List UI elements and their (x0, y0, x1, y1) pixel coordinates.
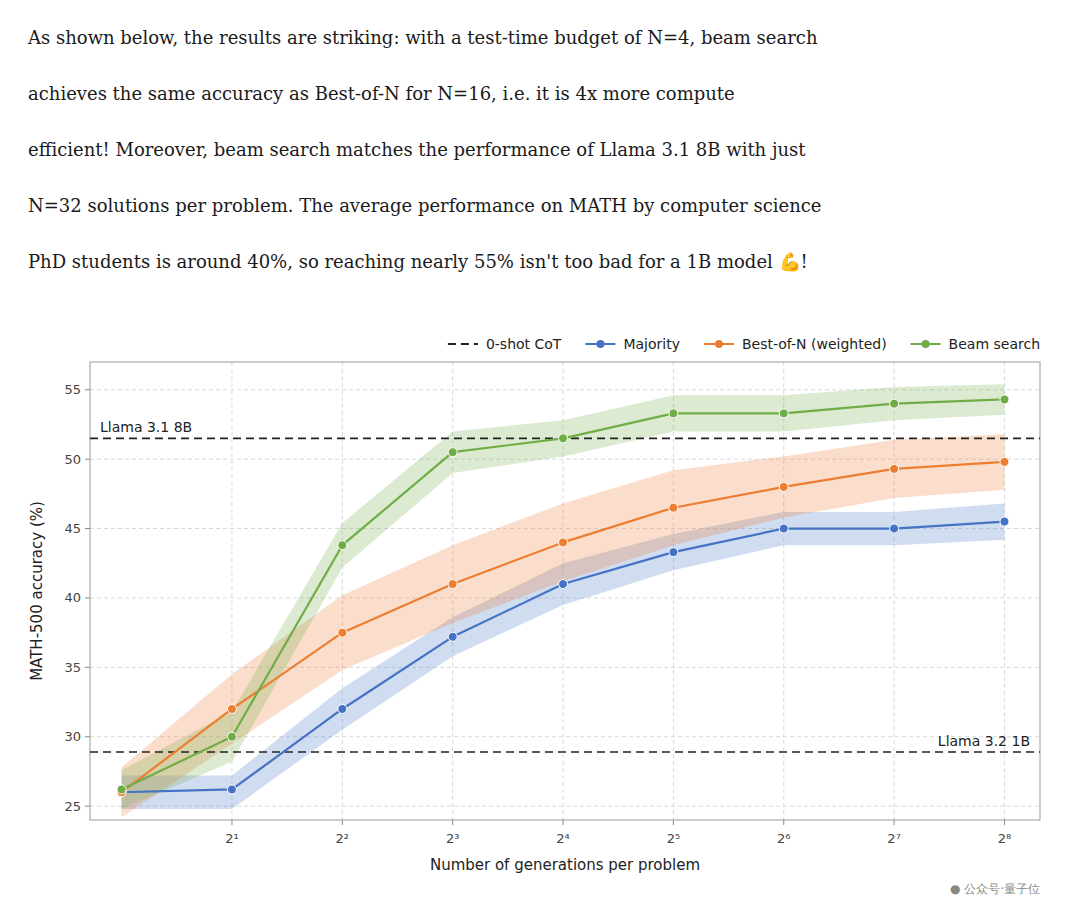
legend-label: Majority (623, 336, 680, 352)
x-tick (1004, 820, 1005, 825)
plot-frame (90, 362, 1040, 820)
point (338, 704, 347, 713)
y-axis-label: MATH-500 accuracy (%) (28, 501, 46, 681)
point (890, 464, 899, 473)
point (669, 548, 678, 557)
x-tick-label: 2³ (446, 831, 459, 846)
point (559, 434, 568, 443)
y-tick-label: 55 (64, 382, 81, 397)
y-tick (85, 806, 90, 807)
chart: As shown below, the results are striking… (0, 0, 1080, 902)
point (890, 524, 899, 533)
reference-line (90, 751, 1040, 753)
point (117, 785, 126, 794)
x-tick (673, 820, 674, 825)
grid (90, 362, 1040, 820)
x-tick-label: 2⁵ (667, 831, 680, 846)
y-tick (85, 389, 90, 390)
paragraph: As shown below, the results are striking… (27, 27, 821, 272)
point (669, 409, 678, 418)
point (1000, 457, 1009, 466)
point (1000, 517, 1009, 526)
x-tick-label: 2⁴ (556, 831, 569, 846)
paragraph-line: efficient! Moreover, beam search matches… (28, 139, 806, 160)
point (669, 503, 678, 512)
x-tick (452, 820, 453, 825)
point (448, 580, 457, 589)
reference-labels: Llama 3.1 8B Llama 3.2 1B (100, 419, 1030, 749)
y-tick-label: 25 (64, 799, 81, 814)
grid-line-x (894, 362, 895, 820)
point (227, 732, 236, 741)
point (338, 541, 347, 550)
y-tick-label: 35 (64, 660, 81, 675)
paragraph-line: PhD students is around 40%, so reaching … (28, 251, 808, 272)
point (779, 409, 788, 418)
point (338, 628, 347, 637)
y-tick (85, 597, 90, 598)
legend-item: Majority (585, 336, 680, 352)
y-tick-label: 30 (64, 729, 81, 744)
series-line (122, 462, 1005, 792)
series-line (122, 399, 1005, 789)
y-tick-label: 40 (64, 590, 81, 605)
point (779, 482, 788, 491)
band (122, 384, 1005, 809)
legend-item: 0-shot CoT (448, 336, 562, 352)
legend-swatch-marker (596, 340, 604, 348)
x-tick-label: 2⁸ (998, 831, 1011, 846)
point (448, 448, 457, 457)
y-tick (85, 528, 90, 529)
legend-label: Best-of-N (weighted) (742, 336, 887, 352)
y-tick (85, 667, 90, 668)
y-tick-label: 50 (64, 452, 81, 467)
reference-label: Llama 3.1 8B (100, 419, 192, 435)
point (227, 704, 236, 713)
point (779, 524, 788, 533)
y-tick (85, 459, 90, 460)
x-tick-label: 2² (336, 831, 349, 846)
legend-swatch-marker (715, 340, 723, 348)
watermark: ● 公众号·量子位 (950, 882, 1040, 896)
x-axis-label: Number of generations per problem (430, 856, 700, 874)
point (1000, 395, 1009, 404)
point (227, 785, 236, 794)
legend: 0-shot CoT Majority Best-of-N (weighted) Be… (448, 336, 1040, 352)
x-tick-label: 2¹ (225, 831, 238, 846)
reference-label: Llama 3.2 1B (938, 733, 1030, 749)
point (890, 399, 899, 408)
y-tick (85, 736, 90, 737)
paragraph-line: N=32 solutions per problem. The average … (28, 195, 821, 216)
point (559, 538, 568, 547)
x-tick (342, 820, 343, 825)
grid-line-y (90, 667, 1040, 668)
background (0, 0, 1080, 902)
legend-swatch-marker (922, 340, 930, 348)
legend-label: Beam search (949, 336, 1040, 352)
legend-swatch (448, 343, 478, 345)
x-tick (894, 820, 895, 825)
legend-label: 0-shot CoT (486, 336, 562, 352)
point (448, 632, 457, 641)
y-tick-label: 45 (64, 521, 81, 536)
x-tick (231, 820, 232, 825)
axes: 2¹ 2² 2³ 2⁴ 2⁵ 2⁶ 2⁷ 2⁸ 25 30 35 40 45 50 55 (64, 362, 1040, 846)
x-tick (783, 820, 784, 825)
series-line (122, 522, 1005, 793)
legend-item: Beam search (911, 336, 1040, 352)
paragraph-line: As shown below, the results are striking… (27, 27, 818, 48)
paragraph-line: achieves the same accuracy as Best-of-N … (28, 83, 735, 104)
plot-data (90, 384, 1040, 817)
x-tick-label: 2⁶ (777, 831, 790, 846)
x-tick-label: 2⁷ (887, 831, 900, 846)
x-tick (563, 820, 564, 825)
band (122, 434, 1005, 817)
legend-item: Best-of-N (weighted) (704, 336, 887, 352)
point (559, 580, 568, 589)
